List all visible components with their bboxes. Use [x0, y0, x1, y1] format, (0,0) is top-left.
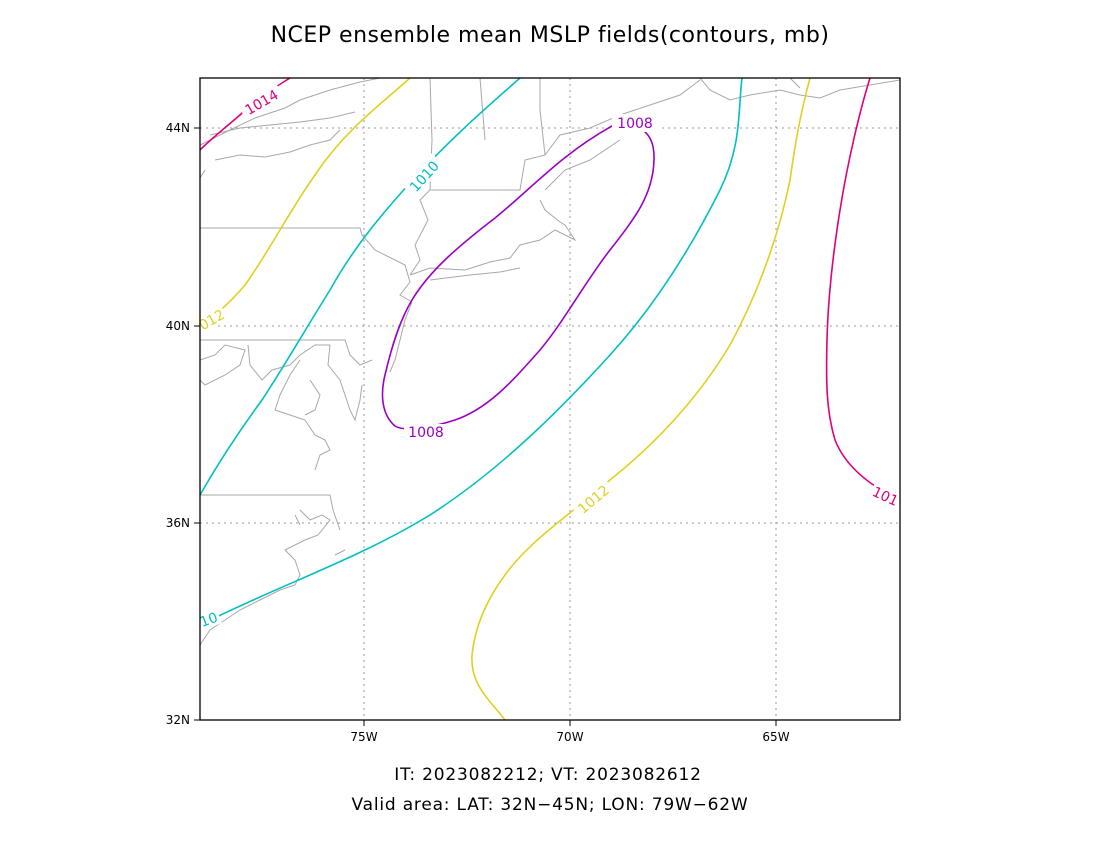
- graticule: [200, 78, 900, 720]
- x-tick-label: 65W: [762, 730, 789, 744]
- footer-times: IT: 2023082212; VT: 2023082612: [394, 765, 701, 785]
- contour-labels: 1008 1008 1010 10 012 1012 1014 101: [193, 82, 904, 631]
- contour-1012: [200, 78, 411, 326]
- label-1010-south: 10: [198, 610, 220, 631]
- label-1008-top: 1008: [617, 116, 653, 132]
- contour-1010: [200, 78, 521, 496]
- x-tick-label: 70W: [556, 730, 583, 744]
- contour-1012-east: [471, 78, 811, 720]
- y-axis: 44N 40N 36N 32N: [166, 121, 200, 727]
- x-axis: 75W 70W 65W: [350, 720, 790, 744]
- contour-1010-east: [200, 78, 743, 626]
- label-1008-bottom: 1008: [408, 425, 444, 441]
- y-tick-label: 36N: [166, 516, 190, 530]
- plot-frame: [199, 77, 901, 721]
- mslp-contours: [200, 78, 900, 720]
- y-tick-label: 32N: [166, 713, 190, 727]
- x-tick-label: 75W: [350, 730, 377, 744]
- y-tick-label: 44N: [166, 121, 190, 135]
- footer-area: Valid area: LAT: 32N−45N; LON: 79W−62W: [352, 795, 749, 815]
- figure-title: NCEP ensemble mean MSLP fields(contours,…: [271, 23, 830, 48]
- contour-1014-east: [825, 78, 900, 501]
- y-tick-label: 40N: [166, 319, 190, 333]
